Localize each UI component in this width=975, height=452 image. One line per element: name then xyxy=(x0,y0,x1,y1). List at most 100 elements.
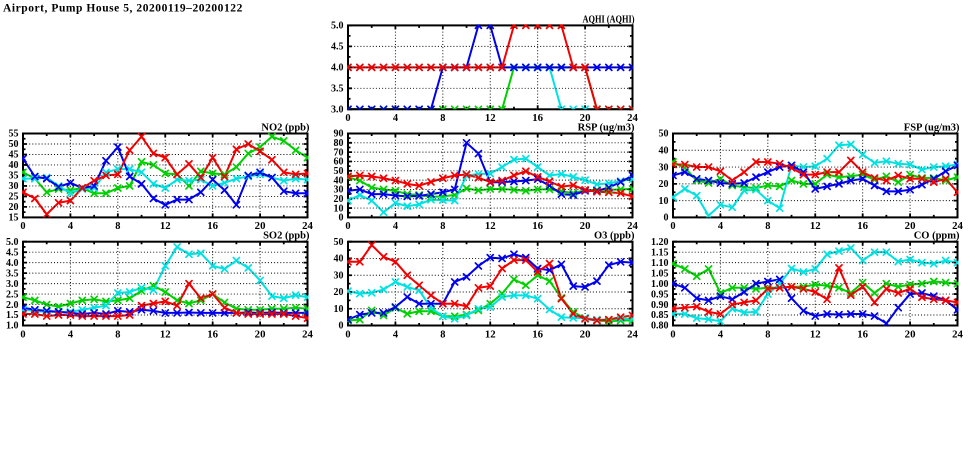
svg-text:20: 20 xyxy=(659,179,669,190)
svg-text:0: 0 xyxy=(345,328,351,340)
svg-text:Airport, Pump House 5, 2020011: Airport, Pump House 5, 20200119–20200122 xyxy=(3,3,243,15)
svg-text:12: 12 xyxy=(160,328,171,340)
svg-text:20: 20 xyxy=(905,328,916,340)
svg-text:2.5: 2.5 xyxy=(6,289,19,300)
svg-text:1.05: 1.05 xyxy=(651,268,669,279)
svg-text:35: 35 xyxy=(9,171,19,182)
svg-text:45: 45 xyxy=(9,150,19,161)
svg-text:12: 12 xyxy=(810,220,821,232)
svg-text:24: 24 xyxy=(952,220,963,232)
svg-text:2.0: 2.0 xyxy=(6,300,19,311)
svg-text:0: 0 xyxy=(20,328,26,340)
svg-text:20: 20 xyxy=(580,328,591,340)
svg-text:8: 8 xyxy=(115,220,121,232)
svg-text:12: 12 xyxy=(485,220,496,232)
svg-text:4: 4 xyxy=(393,220,399,232)
svg-text:4: 4 xyxy=(393,328,399,340)
svg-text:1.15: 1.15 xyxy=(651,247,669,258)
svg-text:25: 25 xyxy=(9,192,19,203)
svg-text:16: 16 xyxy=(207,220,218,232)
svg-text:24: 24 xyxy=(627,328,638,340)
svg-text:4: 4 xyxy=(718,220,724,232)
svg-text:0: 0 xyxy=(664,213,669,224)
svg-text:55: 55 xyxy=(9,129,19,140)
svg-text:30: 30 xyxy=(659,162,669,173)
svg-text:16: 16 xyxy=(532,112,543,124)
svg-text:RSP (ug/m3): RSP (ug/m3) xyxy=(578,123,635,134)
svg-text:10: 10 xyxy=(334,304,344,315)
svg-text:12: 12 xyxy=(160,220,171,232)
svg-text:CO (ppm): CO (ppm) xyxy=(914,231,960,242)
svg-text:16: 16 xyxy=(532,220,543,232)
svg-text:50: 50 xyxy=(9,139,19,150)
svg-text:24: 24 xyxy=(302,220,313,232)
svg-text:3.5: 3.5 xyxy=(6,268,19,279)
svg-text:30: 30 xyxy=(334,185,344,196)
svg-text:20: 20 xyxy=(255,328,266,340)
svg-text:0.80: 0.80 xyxy=(651,321,669,332)
svg-text:4: 4 xyxy=(68,220,74,232)
svg-text:20: 20 xyxy=(580,112,591,124)
svg-text:8: 8 xyxy=(440,328,446,340)
svg-text:10: 10 xyxy=(334,203,344,214)
svg-text:1.10: 1.10 xyxy=(651,258,669,269)
svg-text:4: 4 xyxy=(393,112,399,124)
svg-text:0: 0 xyxy=(339,213,344,224)
svg-text:4.5: 4.5 xyxy=(6,247,19,258)
svg-text:0: 0 xyxy=(20,220,26,232)
svg-text:24: 24 xyxy=(627,112,638,124)
svg-text:24: 24 xyxy=(627,220,638,232)
svg-text:0.85: 0.85 xyxy=(651,310,669,321)
svg-text:20: 20 xyxy=(580,220,591,232)
svg-text:16: 16 xyxy=(857,220,868,232)
svg-text:40: 40 xyxy=(334,254,344,265)
svg-text:20: 20 xyxy=(334,287,344,298)
svg-text:3.0: 3.0 xyxy=(331,105,344,116)
svg-text:16: 16 xyxy=(532,328,543,340)
svg-text:1.5: 1.5 xyxy=(6,310,19,321)
svg-text:8: 8 xyxy=(765,220,771,232)
svg-text:5.0: 5.0 xyxy=(6,237,19,248)
svg-text:NO2 (ppb): NO2 (ppb) xyxy=(261,123,310,134)
svg-text:60: 60 xyxy=(334,157,344,168)
svg-text:SO2 (ppb): SO2 (ppb) xyxy=(263,231,310,242)
svg-text:24: 24 xyxy=(302,328,313,340)
svg-text:3.0: 3.0 xyxy=(6,279,19,290)
svg-text:8: 8 xyxy=(115,328,121,340)
svg-text:20: 20 xyxy=(334,194,344,205)
svg-text:50: 50 xyxy=(659,129,669,140)
svg-text:12: 12 xyxy=(810,328,821,340)
svg-text:16: 16 xyxy=(207,328,218,340)
svg-text:15: 15 xyxy=(9,213,19,224)
svg-text:40: 40 xyxy=(659,145,669,156)
svg-text:1.0: 1.0 xyxy=(6,321,19,332)
svg-text:50: 50 xyxy=(334,166,344,177)
svg-text:40: 40 xyxy=(334,175,344,186)
svg-text:FSP (ug/m3): FSP (ug/m3) xyxy=(904,123,960,134)
svg-text:AQHI (AQHI): AQHI (AQHI) xyxy=(583,14,635,25)
svg-text:20: 20 xyxy=(905,220,916,232)
svg-text:30: 30 xyxy=(9,181,19,192)
svg-text:8: 8 xyxy=(440,220,446,232)
svg-text:80: 80 xyxy=(334,138,344,149)
svg-text:0.95: 0.95 xyxy=(651,289,669,300)
svg-text:0: 0 xyxy=(670,328,676,340)
svg-text:4.0: 4.0 xyxy=(6,258,19,269)
svg-text:8: 8 xyxy=(765,328,771,340)
svg-text:1.20: 1.20 xyxy=(651,237,669,248)
svg-text:0: 0 xyxy=(345,112,351,124)
svg-text:4.5: 4.5 xyxy=(331,42,344,53)
svg-text:8: 8 xyxy=(440,112,446,124)
svg-text:20: 20 xyxy=(255,220,266,232)
svg-text:5.0: 5.0 xyxy=(331,21,344,32)
svg-text:3.5: 3.5 xyxy=(331,84,344,95)
svg-text:24: 24 xyxy=(952,328,963,340)
svg-text:50: 50 xyxy=(334,237,344,248)
svg-text:4.0: 4.0 xyxy=(331,63,344,74)
svg-text:4: 4 xyxy=(68,328,74,340)
svg-text:4: 4 xyxy=(718,328,724,340)
svg-text:16: 16 xyxy=(857,328,868,340)
svg-text:12: 12 xyxy=(485,328,496,340)
svg-text:10: 10 xyxy=(659,196,669,207)
svg-text:40: 40 xyxy=(9,160,19,171)
